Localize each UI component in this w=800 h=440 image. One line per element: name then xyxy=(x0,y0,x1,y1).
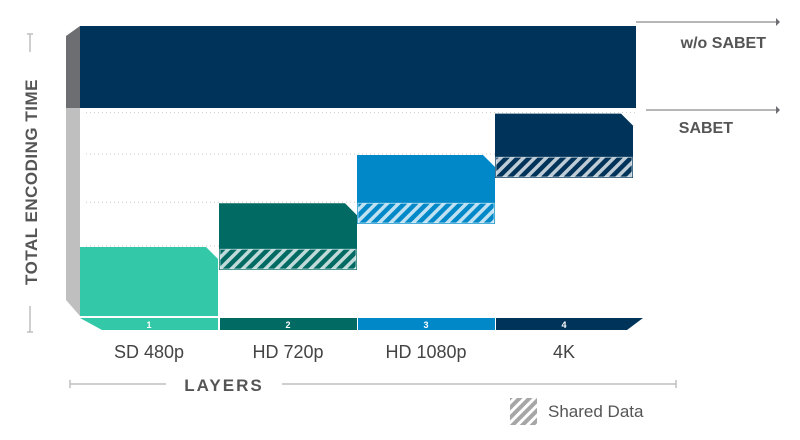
base-strip-segment-1 xyxy=(80,318,218,330)
layer-block-4 xyxy=(495,113,633,178)
layer-number-3: 3 xyxy=(423,320,428,330)
layer-number-4: 4 xyxy=(561,320,566,330)
sabet-label: SABET xyxy=(679,120,733,137)
without-sabet-label: w/o SABET xyxy=(680,35,767,52)
y-axis-label: TOTAL ENCODING TIME xyxy=(22,79,41,285)
x-axis-label: LAYERS xyxy=(184,376,263,395)
without-sabet-bar xyxy=(80,26,636,108)
layer-block-fill xyxy=(80,247,218,316)
gridlines xyxy=(86,112,635,247)
base-strip-segment-2 xyxy=(220,318,357,330)
sabet-marker-arrow xyxy=(776,106,780,114)
shared-data-legend-label: Shared Data xyxy=(548,402,644,421)
layer-blocks xyxy=(80,113,633,316)
base-strip-segment-3 xyxy=(358,318,495,330)
category-label: HD 1080p xyxy=(385,342,466,362)
category-label: 4K xyxy=(553,342,575,362)
category-label: SD 480p xyxy=(114,342,184,362)
y-axis-wall-top xyxy=(66,26,80,108)
y-axis-wall-bottom xyxy=(66,108,80,316)
shared-data-legend-swatch xyxy=(510,398,537,425)
base-strip-segment-4 xyxy=(496,318,643,330)
shared-data-segment xyxy=(495,156,633,178)
shared-data-segment xyxy=(219,248,357,270)
layer-number-1: 1 xyxy=(146,320,151,330)
without-sabet-marker-arrow xyxy=(776,18,780,26)
layer-block-2 xyxy=(219,203,357,270)
layer-block-3 xyxy=(357,155,495,224)
layer-block-1 xyxy=(80,247,218,316)
layer-base-strip: 1 2 3 4 xyxy=(80,318,643,330)
layer-number-2: 2 xyxy=(285,320,290,330)
category-labels: SD 480p HD 720p HD 1080p 4K xyxy=(114,342,575,362)
category-label: HD 720p xyxy=(252,342,323,362)
shared-data-segment xyxy=(357,202,495,224)
